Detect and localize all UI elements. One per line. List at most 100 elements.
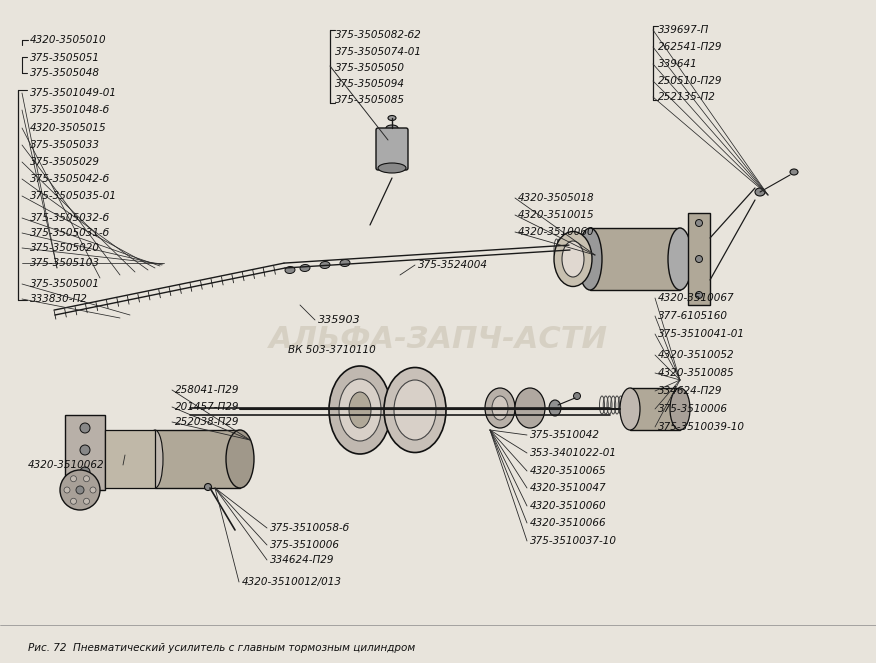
Text: 339697-П: 339697-П [658, 25, 710, 35]
Text: 353-3401022-01: 353-3401022-01 [530, 448, 617, 458]
Text: 375-3505029: 375-3505029 [30, 157, 100, 167]
Ellipse shape [574, 392, 581, 400]
Text: 4320-3505010: 4320-3505010 [30, 35, 107, 45]
Ellipse shape [204, 483, 211, 491]
Text: 4320-3510052: 4320-3510052 [658, 350, 735, 360]
Ellipse shape [515, 388, 545, 428]
Ellipse shape [340, 259, 350, 267]
Text: 375-3510058-б: 375-3510058-б [270, 523, 350, 533]
Ellipse shape [386, 125, 398, 131]
Text: 375-3505085: 375-3505085 [335, 95, 405, 105]
Text: 4320-3510047: 4320-3510047 [530, 483, 606, 493]
Text: 375-3505001: 375-3505001 [30, 279, 100, 289]
Ellipse shape [696, 292, 703, 298]
Ellipse shape [329, 366, 391, 454]
Text: 375-3505074-01: 375-3505074-01 [335, 47, 422, 57]
Text: 375-3510042: 375-3510042 [530, 430, 600, 440]
Ellipse shape [485, 388, 515, 428]
Text: 375-3510041-01: 375-3510041-01 [658, 329, 745, 339]
FancyBboxPatch shape [376, 128, 408, 170]
Text: 375-3505094: 375-3505094 [335, 79, 405, 89]
Text: 4320-3510067: 4320-3510067 [658, 293, 735, 303]
Ellipse shape [394, 380, 436, 440]
Text: 4320-3510085: 4320-3510085 [658, 368, 735, 378]
Ellipse shape [76, 486, 84, 494]
Ellipse shape [339, 379, 381, 441]
Ellipse shape [578, 228, 602, 290]
Text: 375-3505042-б: 375-3505042-б [30, 174, 110, 184]
Text: 4320-3510012/013: 4320-3510012/013 [242, 577, 342, 587]
Text: 375-3505048: 375-3505048 [30, 68, 100, 78]
Text: 375-3501048-б: 375-3501048-б [30, 105, 110, 115]
Text: 333830-П2: 333830-П2 [30, 294, 88, 304]
Ellipse shape [668, 228, 692, 290]
Text: 375-3524004: 375-3524004 [418, 260, 488, 270]
Text: 375-3510037-10: 375-3510037-10 [530, 536, 617, 546]
Text: 334624-П29: 334624-П29 [270, 555, 335, 565]
Text: 339641: 339641 [658, 59, 698, 69]
Text: 4320-3505018: 4320-3505018 [518, 193, 595, 203]
Ellipse shape [60, 470, 100, 510]
Text: 258041-П29: 258041-П29 [175, 385, 239, 395]
Ellipse shape [790, 169, 798, 175]
Ellipse shape [70, 499, 76, 505]
Ellipse shape [562, 241, 584, 277]
Text: 375-3510006: 375-3510006 [270, 540, 340, 550]
Text: 250510-П29: 250510-П29 [658, 76, 723, 86]
Text: 375-3505033: 375-3505033 [30, 140, 100, 150]
Bar [105, 430, 155, 488]
Text: 334624-П29: 334624-П29 [658, 386, 723, 396]
Ellipse shape [70, 476, 76, 482]
Text: 375-3505050: 375-3505050 [335, 63, 405, 73]
Text: ВК 503-3710110: ВК 503-3710110 [288, 345, 376, 355]
Ellipse shape [83, 499, 89, 505]
Ellipse shape [388, 115, 396, 121]
Text: АЛЬФА-ЗАПЧ-АСТИ: АЛЬФА-ЗАПЧ-АСТИ [269, 326, 607, 355]
Ellipse shape [670, 388, 690, 430]
Bar [65, 415, 105, 490]
Ellipse shape [320, 261, 330, 269]
Text: 252038-П29: 252038-П29 [175, 417, 239, 427]
Ellipse shape [620, 388, 640, 430]
Ellipse shape [226, 430, 254, 488]
Ellipse shape [755, 188, 765, 196]
Text: 375-3505051: 375-3505051 [30, 53, 100, 63]
Text: 375-3510039-10: 375-3510039-10 [658, 422, 745, 432]
Text: 4320-3510065: 4320-3510065 [530, 466, 606, 476]
Ellipse shape [696, 219, 703, 227]
Text: 201457-П29: 201457-П29 [175, 402, 239, 412]
Text: 377-6105160: 377-6105160 [658, 311, 728, 321]
Ellipse shape [285, 267, 295, 274]
Ellipse shape [696, 255, 703, 263]
Text: 375-3505020: 375-3505020 [30, 243, 100, 253]
Ellipse shape [378, 163, 406, 173]
Ellipse shape [80, 445, 90, 455]
Ellipse shape [300, 265, 310, 272]
Ellipse shape [492, 396, 508, 420]
Ellipse shape [554, 231, 592, 286]
Ellipse shape [549, 400, 561, 416]
Text: 4320-3510060: 4320-3510060 [530, 501, 606, 511]
Ellipse shape [349, 392, 371, 428]
Ellipse shape [64, 487, 70, 493]
Text: 335903: 335903 [318, 315, 361, 325]
Bar [155, 430, 240, 488]
Text: 375-3505031-б: 375-3505031-б [30, 228, 110, 238]
Text: 4320-3505015: 4320-3505015 [30, 123, 107, 133]
Ellipse shape [90, 487, 96, 493]
Text: 4320-3510015: 4320-3510015 [518, 210, 595, 220]
Text: 252135-П2: 252135-П2 [658, 92, 716, 102]
Text: 4320-3510060: 4320-3510060 [518, 227, 595, 237]
Text: 375-3510006: 375-3510006 [658, 404, 728, 414]
Ellipse shape [83, 476, 89, 482]
Text: 375-3505035-01: 375-3505035-01 [30, 191, 117, 201]
Text: 375-3501049-01: 375-3501049-01 [30, 88, 117, 98]
Text: 4320-3510066: 4320-3510066 [530, 518, 606, 528]
Text: Рис. 72  Пневматический усилитель с главным тормозным цилиндром: Рис. 72 Пневматический усилитель с главн… [28, 643, 415, 653]
Bar [590, 228, 680, 290]
Bar [688, 213, 710, 305]
Text: 4320-3510062: 4320-3510062 [28, 460, 104, 470]
Ellipse shape [147, 430, 163, 488]
Text: 375-3505103: 375-3505103 [30, 258, 100, 268]
Ellipse shape [384, 367, 446, 453]
